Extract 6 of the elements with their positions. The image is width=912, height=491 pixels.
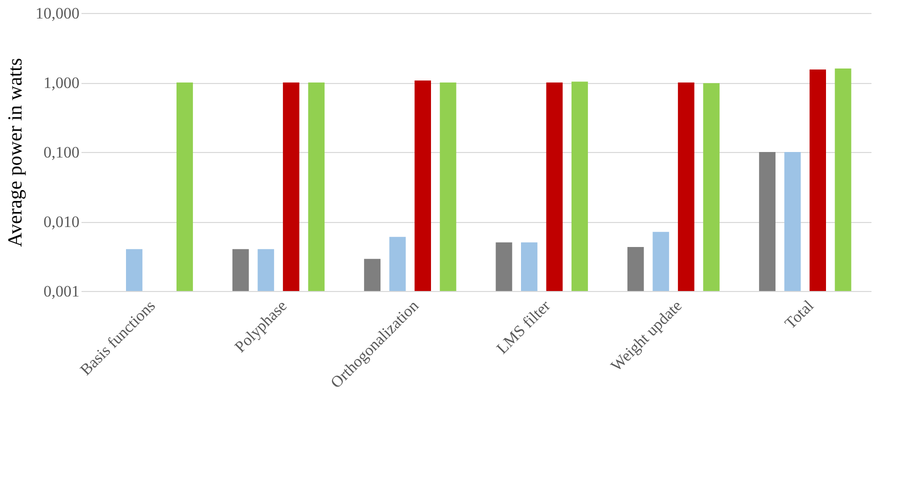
y-tick-label: 0,100 <box>44 144 80 162</box>
y-tick-label: 10,000 <box>36 6 80 22</box>
y-tick-label: 0,001 <box>44 284 80 300</box>
y-axis-title: Average power in watts <box>4 58 26 248</box>
y-tick-label: 0,010 <box>44 214 80 231</box>
y-tick-label: 1,000 <box>44 75 80 92</box>
